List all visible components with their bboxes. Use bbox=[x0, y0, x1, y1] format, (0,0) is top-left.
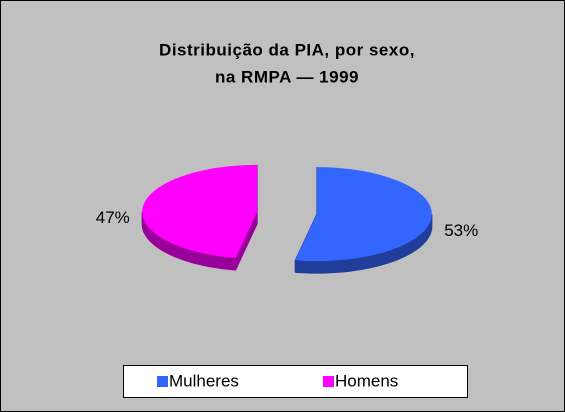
pie: 53% 47% bbox=[96, 164, 478, 274]
legend-label: Homens bbox=[335, 371, 398, 390]
legend-items: Mulheres Homens bbox=[157, 371, 398, 390]
legend bbox=[123, 365, 468, 398]
slice-side bbox=[294, 214, 433, 274]
slice bbox=[142, 164, 258, 258]
value-label: 53% bbox=[444, 221, 478, 240]
chart-title: na RMPA — 1999 bbox=[215, 67, 359, 86]
slice bbox=[295, 167, 432, 262]
chart-title: Distribuição da PIA, por sexo, bbox=[159, 40, 415, 59]
legend-swatch bbox=[323, 376, 334, 387]
legend-label: Mulheres bbox=[169, 371, 239, 390]
value-label: 47% bbox=[96, 208, 130, 227]
legend-swatch bbox=[157, 376, 168, 387]
